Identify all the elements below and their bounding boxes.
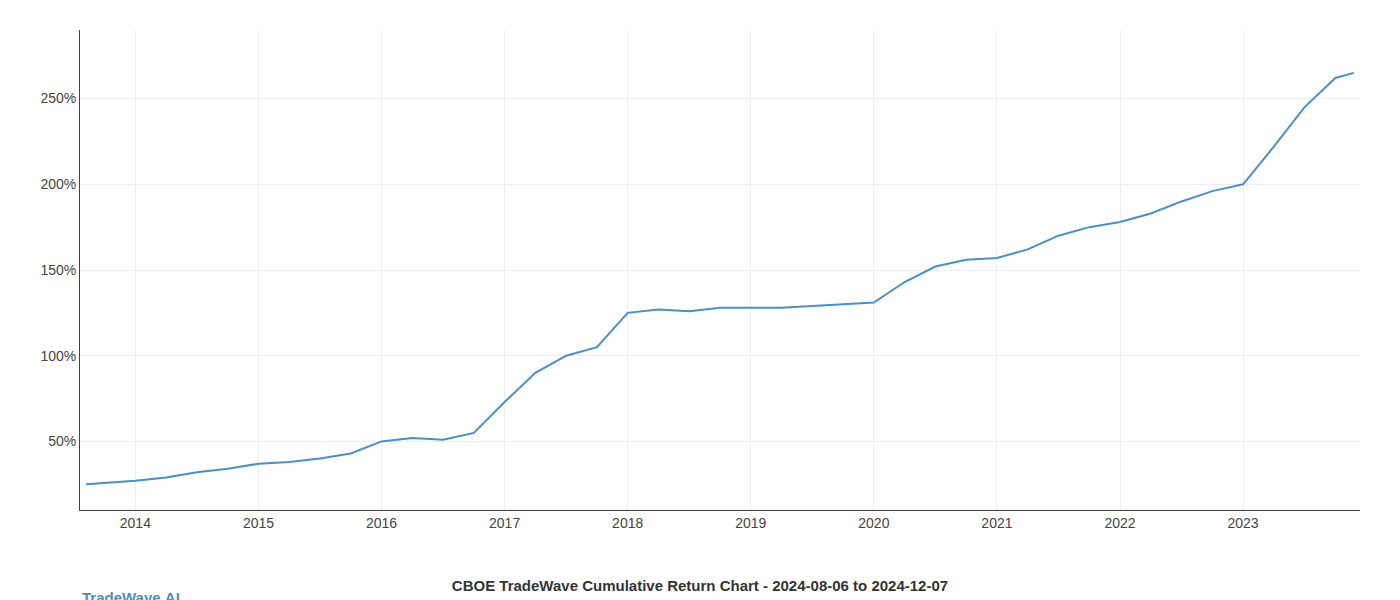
svg-text:2014: 2014 [120,515,151,531]
svg-text:2016: 2016 [366,515,397,531]
svg-text:2022: 2022 [1104,515,1135,531]
svg-text:200%: 200% [40,176,76,192]
svg-text:250%: 250% [40,90,76,106]
svg-text:2017: 2017 [489,515,520,531]
svg-text:TradeWave.AI: TradeWave.AI [82,589,180,600]
svg-text:100%: 100% [40,348,76,364]
svg-text:2021: 2021 [981,515,1012,531]
svg-text:50%: 50% [48,433,76,449]
svg-text:CBOE TradeWave Cumulative Retu: CBOE TradeWave Cumulative Return Chart -… [452,577,948,594]
svg-text:2015: 2015 [243,515,274,531]
svg-text:2019: 2019 [735,515,766,531]
svg-text:2020: 2020 [858,515,889,531]
svg-text:150%: 150% [40,262,76,278]
svg-text:2023: 2023 [1228,515,1259,531]
svg-text:2018: 2018 [612,515,643,531]
